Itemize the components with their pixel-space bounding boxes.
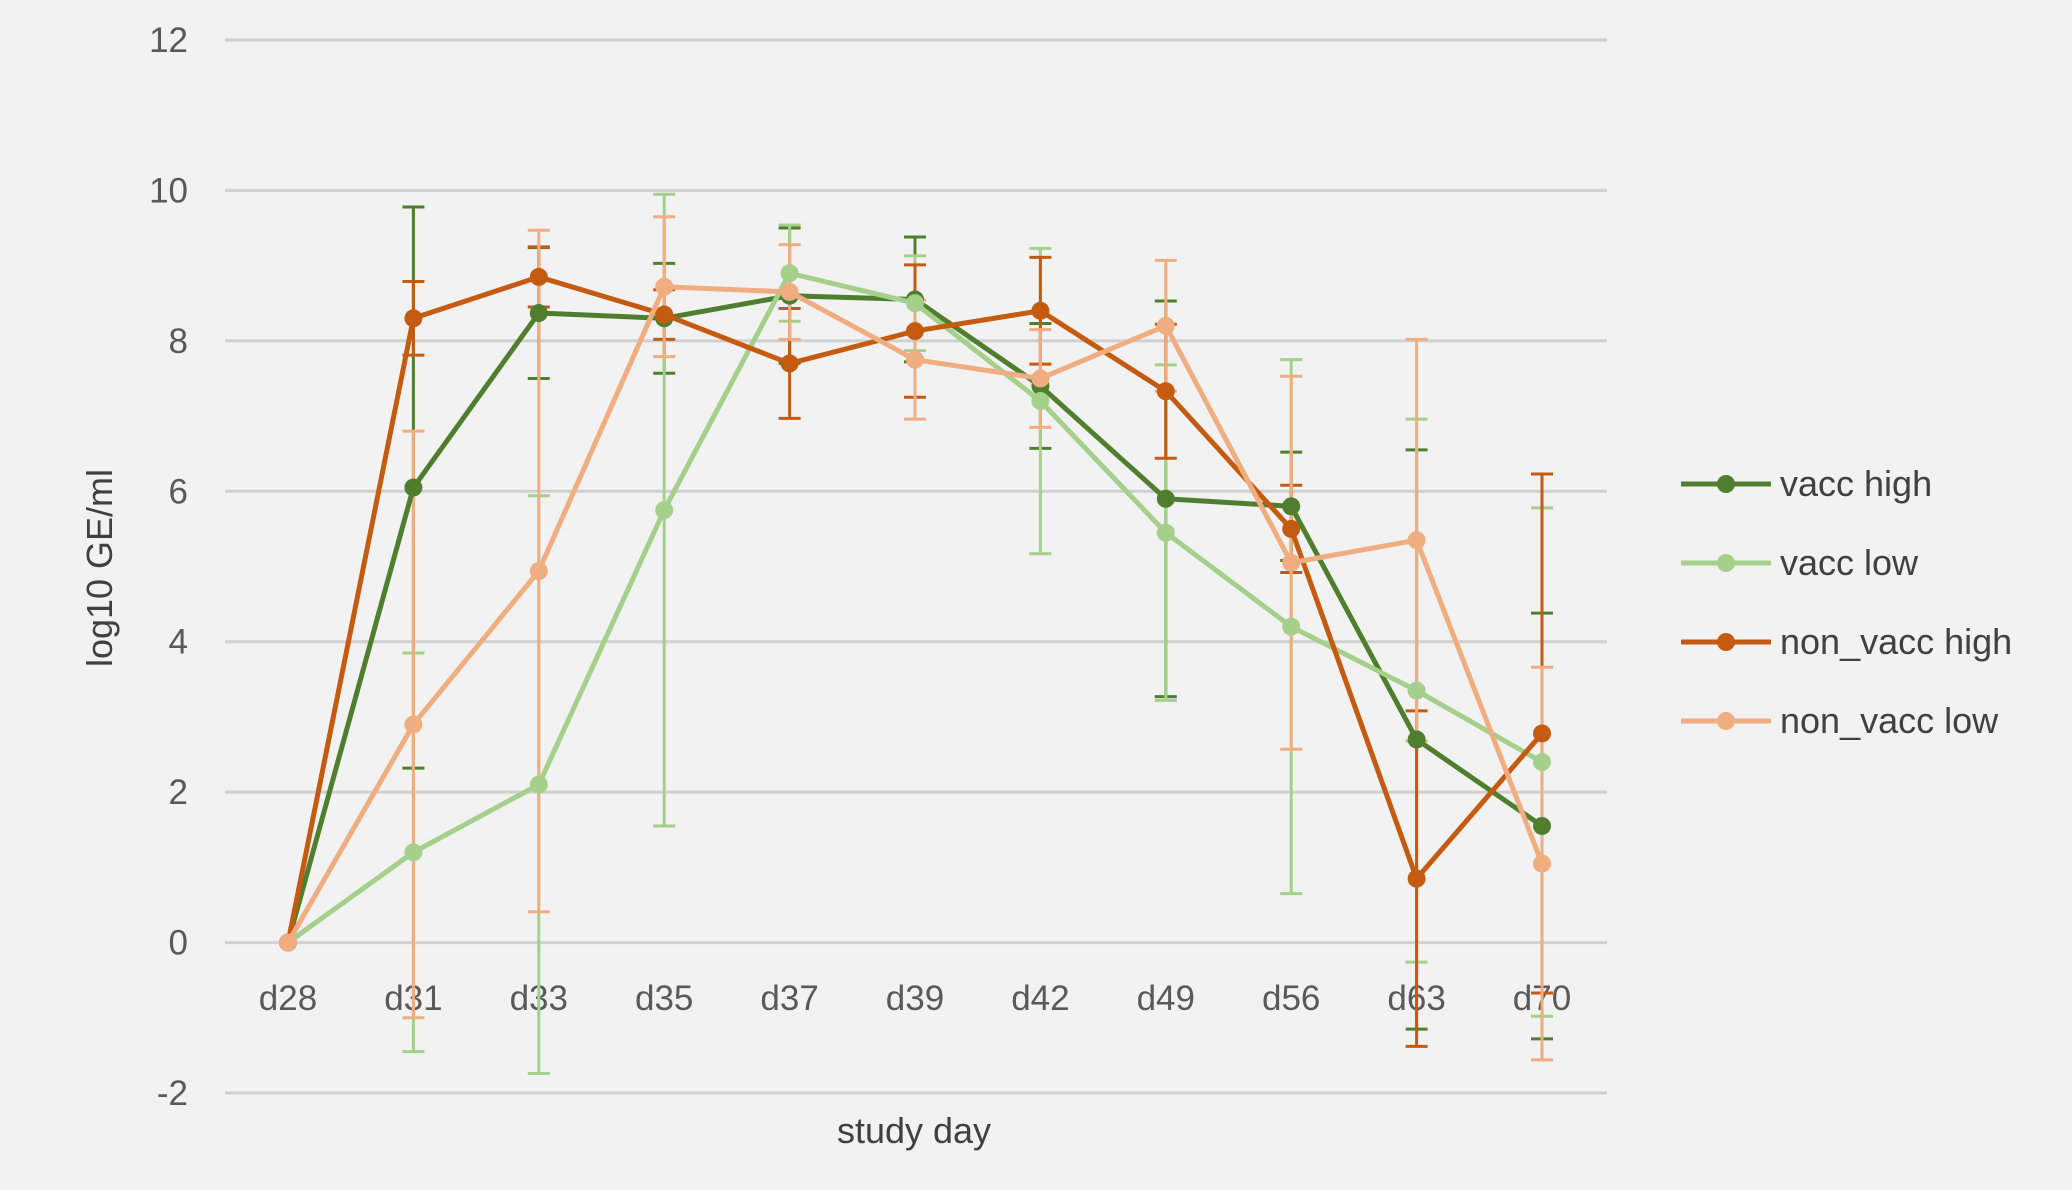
- legend-item: vacc high: [1681, 463, 1932, 504]
- data-point: [1407, 681, 1426, 700]
- legend-marker: [1717, 633, 1735, 651]
- x-axis-title: study day: [837, 1110, 991, 1151]
- data-point: [1156, 382, 1175, 401]
- y-tick-label: 8: [169, 322, 188, 361]
- series-group: [279, 192, 1553, 1075]
- data-point: [1407, 730, 1426, 749]
- y-tick-label: -2: [157, 1074, 188, 1113]
- data-point: [529, 562, 548, 581]
- data-point: [1282, 519, 1301, 538]
- data-point: [404, 843, 423, 862]
- data-point: [1282, 617, 1301, 636]
- data-point: [1156, 316, 1175, 335]
- y-tick-labels: -2 0 2 4 6 8 10 12: [149, 21, 188, 1113]
- data-point: [655, 277, 674, 296]
- x-tick-labels: d28 d31 d33 d35 d37 d39 d42 d49 d56 d63 d70: [259, 979, 1571, 1018]
- legend-marker: [1717, 475, 1735, 493]
- data-point: [1533, 854, 1551, 873]
- data-point: [529, 267, 548, 286]
- data-point: [780, 264, 799, 283]
- data-point: [906, 322, 924, 341]
- data-point: [1156, 489, 1175, 508]
- legend-label: non_vacc low: [1780, 700, 1999, 741]
- legend-label: non_vacc high: [1780, 621, 2012, 662]
- data-point: [529, 775, 548, 794]
- y-tick-label: 12: [149, 21, 188, 60]
- data-point: [1031, 301, 1050, 320]
- y-tick-label: 6: [169, 472, 188, 511]
- legend-marker: [1717, 554, 1735, 572]
- data-point: [404, 478, 423, 497]
- y-tick-label: 0: [169, 924, 188, 963]
- data-point: [1407, 531, 1426, 550]
- gridlines: [225, 38, 1607, 1095]
- data-point: [1407, 869, 1426, 888]
- data-point: [529, 304, 548, 323]
- legend-item: non_vacc high: [1681, 621, 2012, 662]
- legend-marker: [1717, 712, 1735, 730]
- x-tick-label: d49: [1137, 979, 1195, 1018]
- x-tick-label: d42: [1011, 979, 1069, 1018]
- data-point: [1533, 816, 1551, 835]
- x-tick-label: d37: [760, 979, 818, 1018]
- legend-item: non_vacc low: [1681, 700, 1999, 741]
- legend: vacc high vacc low non_vacc high non_vacc l…: [1681, 463, 2012, 741]
- x-tick-label: d39: [886, 979, 944, 1018]
- data-point: [906, 350, 924, 369]
- data-point: [1282, 553, 1301, 572]
- data-point: [655, 501, 674, 520]
- data-point: [1031, 392, 1050, 411]
- data-point: [780, 354, 799, 373]
- legend-label: vacc low: [1780, 542, 1919, 583]
- legend-label: vacc high: [1780, 463, 1932, 504]
- legend-item: vacc low: [1681, 542, 1919, 583]
- data-point: [1282, 497, 1301, 516]
- data-point: [780, 282, 799, 301]
- data-point: [906, 294, 924, 313]
- y-axis-title: log10 GE/ml: [79, 469, 120, 667]
- y-tick-label: 4: [169, 623, 188, 662]
- error-bars-0: [402, 205, 1553, 1041]
- data-point: [1156, 523, 1175, 542]
- x-tick-label: d56: [1262, 979, 1320, 1018]
- data-point: [1533, 724, 1551, 743]
- x-tick-label: d35: [635, 979, 693, 1018]
- x-tick-label: d28: [259, 979, 317, 1018]
- data-point: [404, 309, 423, 328]
- data-point: [279, 933, 297, 952]
- data-point: [1031, 369, 1050, 388]
- data-point: [404, 715, 423, 734]
- y-tick-label: 2: [169, 773, 188, 812]
- data-point: [655, 305, 674, 324]
- y-tick-label: 10: [149, 171, 188, 210]
- data-point: [1533, 753, 1551, 772]
- series-2: [279, 267, 1551, 952]
- series-3: [279, 277, 1551, 952]
